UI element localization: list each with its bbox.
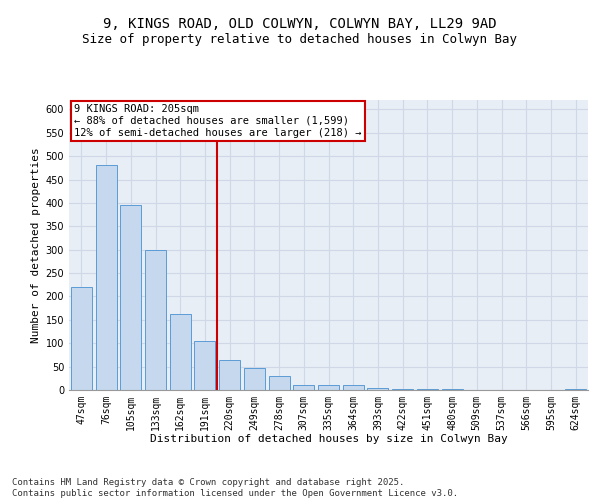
X-axis label: Distribution of detached houses by size in Colwyn Bay: Distribution of detached houses by size … <box>149 434 508 444</box>
Bar <box>219 360 240 390</box>
Bar <box>392 388 413 390</box>
Text: Contains HM Land Registry data © Crown copyright and database right 2025.
Contai: Contains HM Land Registry data © Crown c… <box>12 478 458 498</box>
Bar <box>293 386 314 390</box>
Y-axis label: Number of detached properties: Number of detached properties <box>31 147 41 343</box>
Bar <box>71 287 92 390</box>
Bar <box>145 250 166 390</box>
Bar <box>343 386 364 390</box>
Bar <box>244 368 265 390</box>
Bar <box>367 388 388 390</box>
Bar <box>170 314 191 390</box>
Bar <box>194 341 215 390</box>
Bar <box>120 205 141 390</box>
Text: 9, KINGS ROAD, OLD COLWYN, COLWYN BAY, LL29 9AD: 9, KINGS ROAD, OLD COLWYN, COLWYN BAY, L… <box>103 18 497 32</box>
Text: 9 KINGS ROAD: 205sqm
← 88% of detached houses are smaller (1,599)
12% of semi-de: 9 KINGS ROAD: 205sqm ← 88% of detached h… <box>74 104 362 138</box>
Bar <box>95 166 116 390</box>
Text: Size of property relative to detached houses in Colwyn Bay: Size of property relative to detached ho… <box>83 32 517 46</box>
Bar <box>442 389 463 390</box>
Bar <box>565 388 586 390</box>
Bar <box>318 386 339 390</box>
Bar <box>269 376 290 390</box>
Bar <box>417 389 438 390</box>
